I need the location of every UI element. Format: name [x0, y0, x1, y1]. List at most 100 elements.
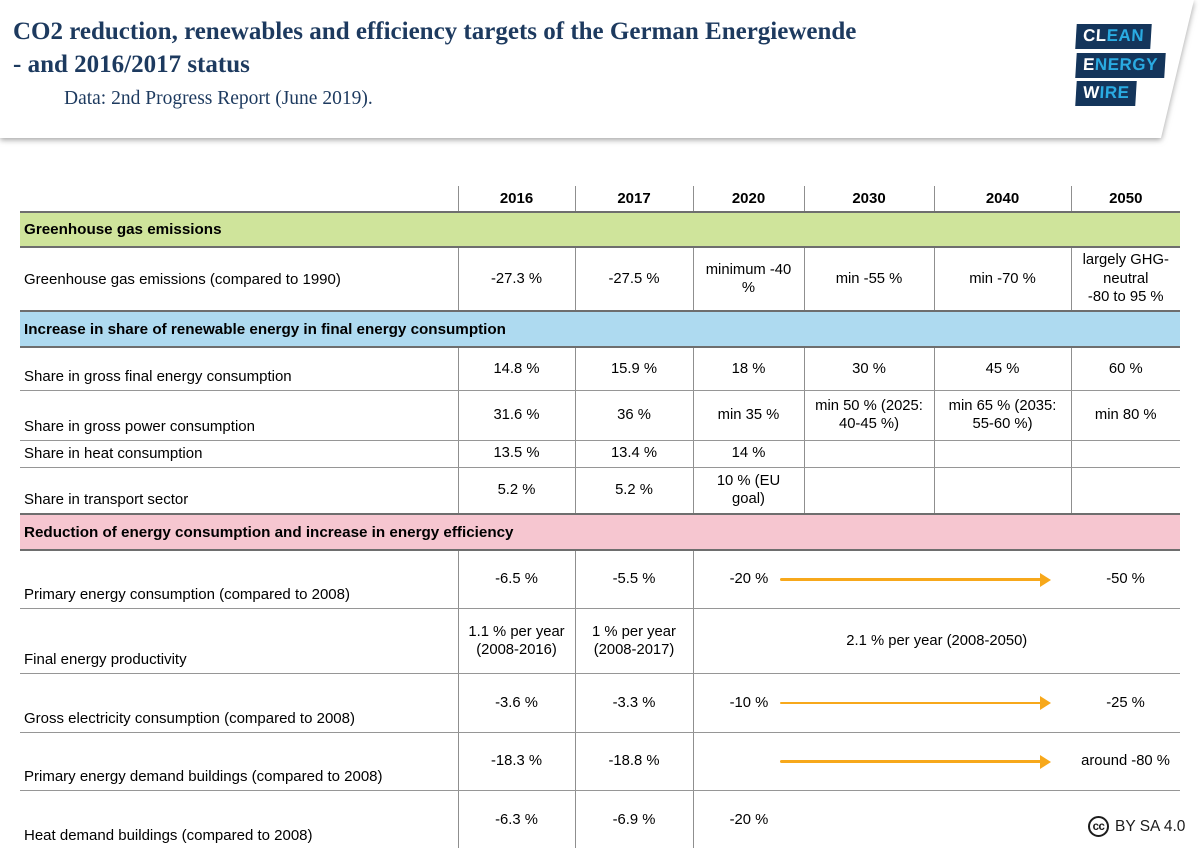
energiewende-targets-table: 2016 2017 2020 2030 2040 2050 Greenhouse…: [20, 186, 1180, 848]
span-start-value: -20 %: [729, 811, 769, 828]
trend-arrow-icon: [780, 572, 1052, 587]
cell-2016: 13.5 %: [457, 439, 575, 468]
logo-rest-letters: IRE: [1099, 83, 1131, 103]
cell-2016: 5.2 %: [457, 466, 575, 515]
cell-2020-2050: -10 % -25 %: [692, 673, 1180, 733]
banner-card: CO2 reduction, renewables and efficiency…: [0, 0, 1194, 138]
table-row: Primary energy consumption (compared to …: [20, 549, 1180, 610]
logo-rest-letters: EAN: [1106, 26, 1145, 45]
table-row: Heat demand buildings (compared to 2008)…: [20, 790, 1180, 848]
section-header-ghg: Greenhouse gas emissions: [20, 211, 1180, 248]
cell-2050: min 80 %: [1070, 389, 1180, 441]
cell-2016: -18.3 %: [457, 731, 575, 792]
cell-2030: 30 %: [803, 346, 934, 391]
cell-2017: 36 %: [574, 389, 693, 441]
logo-row-wire: WIRE: [1075, 81, 1138, 106]
section-title: Greenhouse gas emissions: [20, 211, 1180, 248]
span-end-value: around -80 %: [1081, 753, 1170, 770]
cell-2017: -5.5 %: [574, 549, 693, 610]
cell-2040: [933, 466, 1071, 515]
span-end-value: -50 %: [1106, 571, 1145, 588]
cell-2016: -6.5 %: [457, 549, 575, 610]
cell-2020: 10 % (EU goal): [692, 466, 804, 515]
year-header: 2030: [803, 186, 934, 213]
header-banner: CO2 reduction, renewables and efficiency…: [0, 0, 1200, 142]
title-line-2: - and 2016/2017 status: [13, 50, 250, 78]
table-row: Primary energy demand buildings (compare…: [20, 731, 1180, 792]
cell-2016: 1.1 % per year (2008-2016): [457, 608, 575, 675]
cell-2020-2050: around -80 %: [692, 731, 1180, 792]
section-title: Increase in share of renewable energy in…: [20, 310, 1180, 348]
section-title: Reduction of energy consumption and incr…: [20, 513, 1180, 551]
cell-2017: 15.9 %: [574, 346, 693, 391]
row-label: Primary energy demand buildings (compare…: [20, 731, 458, 792]
license-text: BY SA 4.0: [1115, 817, 1186, 835]
year-header: 2050: [1070, 186, 1180, 213]
row-label: Heat demand buildings (compared to 2008): [20, 790, 458, 848]
span-start-value: -10 %: [729, 694, 769, 711]
cell-2030: [803, 439, 934, 468]
title-line-1: CO2 reduction, renewables and efficiency…: [13, 18, 857, 45]
trend-arrow-icon: [780, 754, 1052, 769]
cell-2020-2050: -20 % -50 %: [692, 549, 1180, 610]
trend-arrow-icon: [780, 696, 1052, 711]
cell-2020-2050: 2.1 % per year (2008-2050): [692, 608, 1180, 675]
logo-row-energy: ENERGY: [1075, 52, 1166, 78]
cell-2017: -18.8 %: [574, 731, 693, 792]
cell-2017: 1 % per year (2008-2017): [574, 608, 693, 675]
table-row: Final energy productivity 1.1 % per year…: [20, 608, 1180, 675]
row-label: Gross electricity consumption (compared …: [20, 673, 458, 733]
cell-2030: min 50 % (2025: 40-45 %): [803, 389, 934, 441]
year-header: 2020: [692, 186, 804, 213]
row-label: Final energy productivity: [20, 608, 458, 675]
section-header-efficiency: Reduction of energy consumption and incr…: [20, 513, 1180, 551]
cell-2016: 31.6 %: [457, 389, 575, 441]
clean-energy-wire-logo: CLEAN ENERGY WIRE: [1075, 24, 1166, 106]
year-header: 2040: [933, 186, 1071, 213]
cell-2020: minimum -40 %: [692, 246, 804, 312]
corner-cell: [20, 186, 458, 213]
cell-2016: -3.6 %: [457, 673, 575, 733]
cell-2050: 60 %: [1070, 346, 1180, 391]
cell-2017: -3.3 %: [574, 673, 693, 733]
logo-highlight-letters: W: [1082, 83, 1101, 103]
cell-2050: [1070, 466, 1180, 515]
table-row: Share in gross power consumption 31.6 % …: [20, 389, 1180, 441]
span-end-value: -25 %: [1106, 694, 1145, 711]
license-badge: cc BY SA 4.0: [1088, 816, 1185, 837]
table-row: Share in transport sector 5.2 % 5.2 % 10…: [20, 466, 1180, 515]
row-label: Greenhouse gas emissions (compared to 19…: [20, 246, 458, 312]
logo-row-clean: CLEAN: [1075, 24, 1152, 49]
table-row: Greenhouse gas emissions (compared to 19…: [20, 246, 1180, 312]
row-label: Share in gross power consumption: [20, 389, 458, 441]
table-row: Share in gross final energy consumption …: [20, 346, 1180, 391]
cell-2016: -6.3 %: [457, 790, 575, 848]
cell-2040: min 65 % (2035: 55-60 %): [933, 389, 1071, 441]
cell-2040: [933, 439, 1071, 468]
table-row: Gross electricity consumption (compared …: [20, 673, 1180, 733]
row-label: Share in heat consumption: [20, 439, 458, 468]
row-label: Primary energy consumption (compared to …: [20, 549, 458, 610]
cell-2050: largely GHG-neutral -80 to 95 %: [1070, 246, 1180, 312]
cell-2030: [803, 466, 934, 515]
cell-2016: 14.8 %: [457, 346, 575, 391]
cell-2017: -27.5 %: [574, 246, 693, 312]
cell-2050: [1070, 439, 1180, 468]
cell-2017: 13.4 %: [574, 439, 693, 468]
page-title: CO2 reduction, renewables and efficiency…: [13, 16, 1068, 81]
cell-2030: min -55 %: [803, 246, 934, 312]
cell-2020: min 35 %: [692, 389, 804, 441]
cell-2040: min -70 %: [933, 246, 1071, 312]
span-center-value: 2.1 % per year (2008-2050): [846, 633, 1028, 650]
row-label: Share in transport sector: [20, 466, 458, 515]
data-source-note: Data: 2nd Progress Report (June 2019).: [64, 88, 373, 109]
row-label: Share in gross final energy consumption: [20, 346, 458, 391]
year-header-row: 2016 2017 2020 2030 2040 2050: [20, 186, 1180, 213]
targets-table: 2016 2017 2020 2030 2040 2050 Greenhouse…: [20, 186, 1180, 848]
logo-rest-letters: NERGY: [1094, 54, 1159, 74]
cell-2017: -6.9 %: [574, 790, 693, 848]
cell-2020: 18 %: [692, 346, 804, 391]
span-start-value: -20 %: [729, 571, 769, 588]
year-header: 2017: [574, 186, 693, 213]
cell-2017: 5.2 %: [574, 466, 693, 515]
